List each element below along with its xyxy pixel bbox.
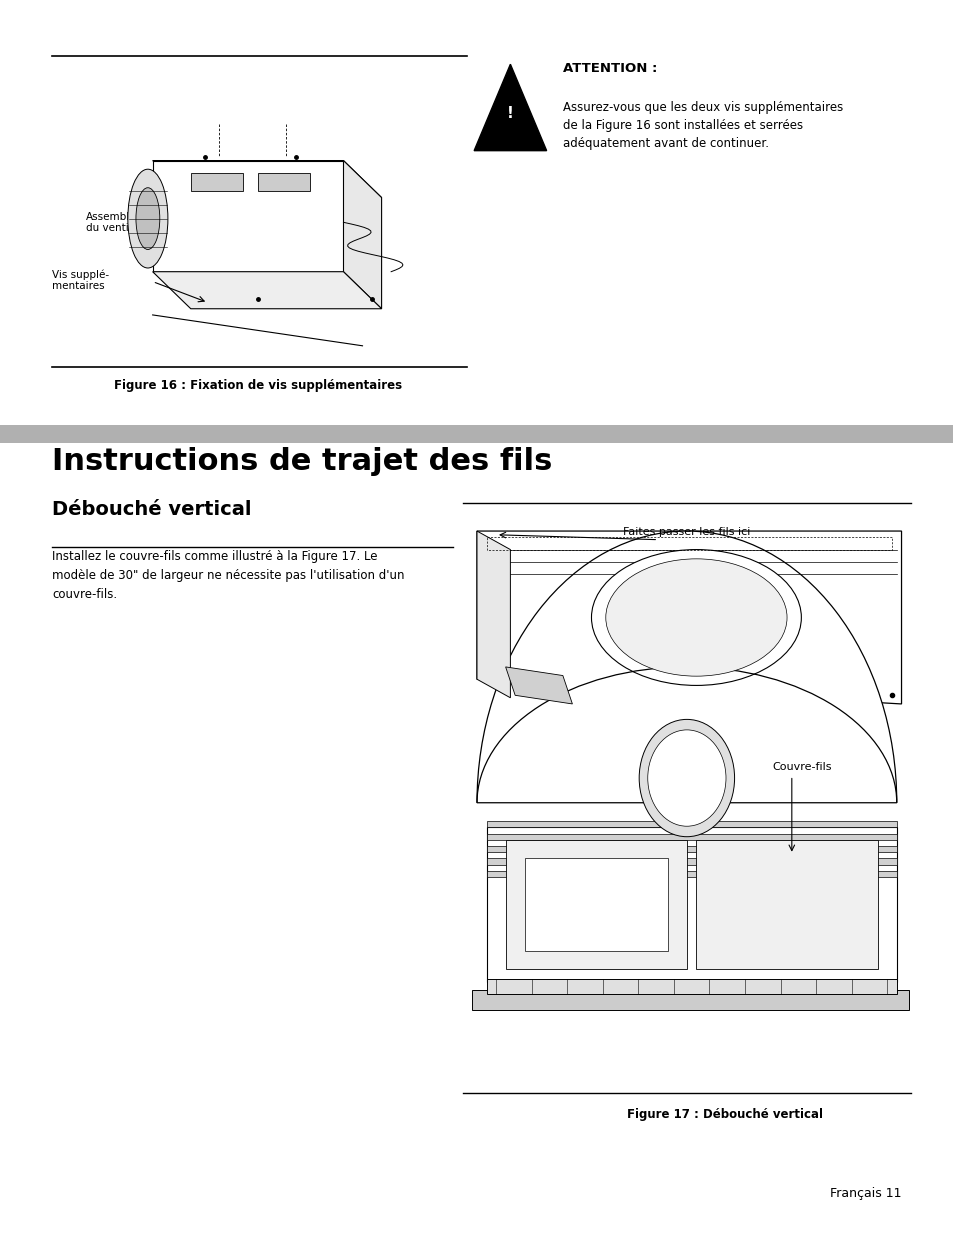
Polygon shape	[696, 840, 877, 969]
Text: Instructions de trajet des fils: Instructions de trajet des fils	[52, 447, 553, 475]
Text: Figure 17 : Débouché vertical: Figure 17 : Débouché vertical	[626, 1108, 822, 1121]
Ellipse shape	[647, 730, 725, 826]
Text: ATTENTION :: ATTENTION :	[562, 62, 657, 75]
FancyBboxPatch shape	[472, 990, 908, 1010]
FancyBboxPatch shape	[486, 827, 896, 982]
Text: Faites passer les fils ici: Faites passer les fils ici	[622, 527, 750, 537]
Polygon shape	[505, 840, 686, 969]
Text: Couvre-fils: Couvre-fils	[772, 762, 831, 772]
Ellipse shape	[128, 169, 168, 268]
Ellipse shape	[591, 550, 801, 685]
Text: Débouché vertical: Débouché vertical	[52, 500, 252, 519]
Polygon shape	[476, 531, 901, 704]
Ellipse shape	[135, 188, 159, 249]
Text: Installez le couvre-fils comme illustré à la Figure 17. Le
modèle de 30" de larg: Installez le couvre-fils comme illustré …	[52, 550, 404, 600]
Ellipse shape	[639, 719, 734, 837]
Polygon shape	[486, 821, 896, 827]
Text: Assemblage
du ventilateur: Assemblage du ventilateur	[86, 211, 159, 233]
Text: !: !	[506, 106, 514, 121]
Polygon shape	[474, 64, 546, 151]
Polygon shape	[257, 173, 310, 191]
FancyBboxPatch shape	[0, 425, 953, 443]
Polygon shape	[486, 858, 896, 864]
Polygon shape	[486, 834, 896, 840]
Polygon shape	[152, 272, 381, 309]
Polygon shape	[343, 161, 381, 309]
Polygon shape	[476, 531, 510, 698]
Polygon shape	[486, 871, 896, 877]
Polygon shape	[152, 161, 343, 272]
Text: Français 11: Français 11	[829, 1187, 901, 1200]
Polygon shape	[152, 161, 381, 198]
Text: Assurez-vous que les deux vis supplémentaires
de la Figure 16 sont installées et: Assurez-vous que les deux vis supplément…	[562, 101, 842, 151]
Polygon shape	[524, 858, 667, 951]
Wedge shape	[476, 531, 896, 803]
Text: Vis supplé-
mentaires: Vis supplé- mentaires	[52, 269, 110, 291]
Polygon shape	[486, 846, 896, 852]
FancyBboxPatch shape	[486, 979, 896, 994]
Polygon shape	[191, 173, 243, 191]
Ellipse shape	[605, 558, 786, 677]
Text: Figure 16 : Fixation de vis supplémentaires: Figure 16 : Fixation de vis supplémentai…	[113, 379, 401, 393]
Polygon shape	[505, 667, 572, 704]
